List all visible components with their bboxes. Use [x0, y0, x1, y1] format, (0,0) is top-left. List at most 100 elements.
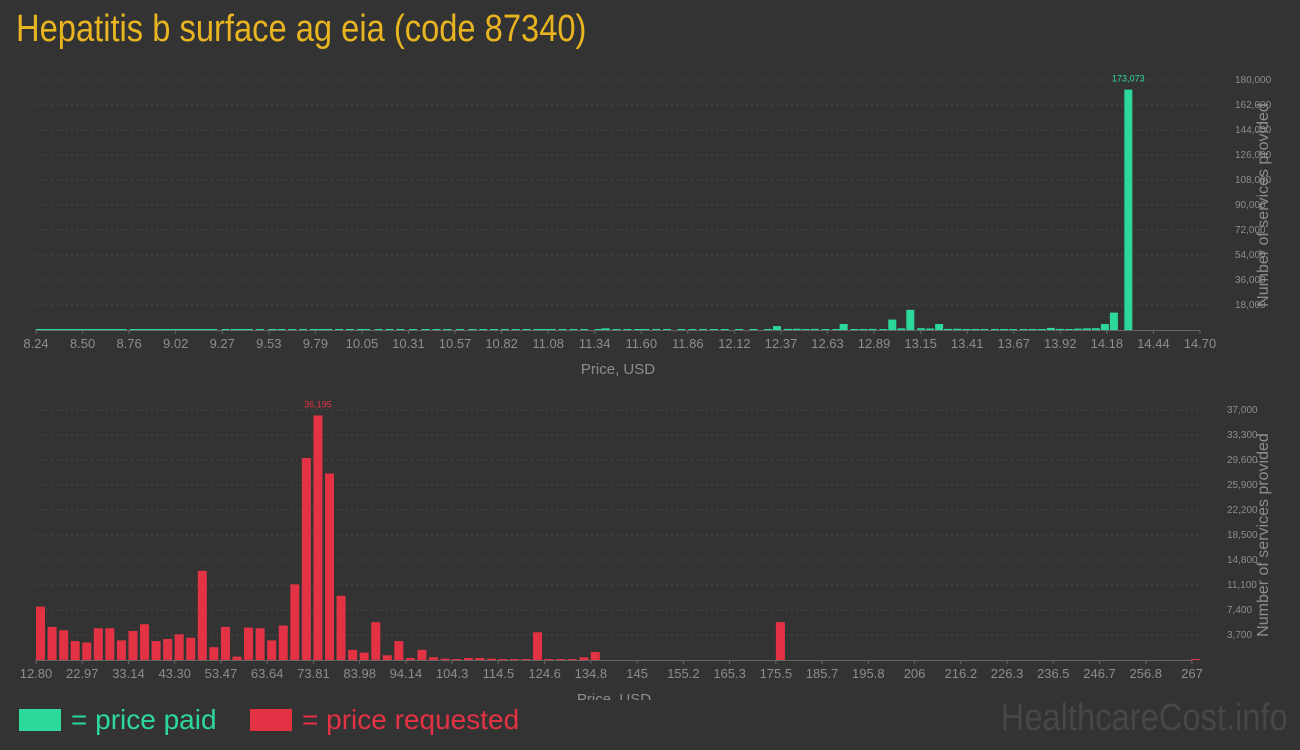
- bar: [408, 329, 417, 330]
- legend-requested-label: = price requested: [302, 704, 520, 735]
- bar: [749, 329, 758, 330]
- x-tick-label: 9.02: [163, 336, 188, 351]
- x-tick-label: 14.18: [1091, 336, 1124, 351]
- bar: [468, 329, 477, 330]
- bar: [187, 329, 196, 330]
- bar: [498, 658, 508, 660]
- bar: [463, 657, 473, 660]
- bar: [220, 626, 230, 660]
- bar: [792, 328, 801, 330]
- bar: [144, 329, 153, 330]
- bar: [345, 329, 354, 330]
- bar: [136, 329, 145, 330]
- y-tick-label: 72,000: [1235, 225, 1266, 236]
- bar: [90, 329, 99, 330]
- bar: [641, 329, 650, 330]
- bar: [490, 329, 499, 330]
- legend-paid-label: = price paid: [71, 704, 217, 735]
- bar: [417, 649, 427, 660]
- bar: [772, 326, 781, 330]
- x-tick-label: 155.2: [667, 666, 700, 681]
- bar: [500, 329, 509, 330]
- bar: [652, 329, 661, 330]
- bar: [174, 634, 184, 660]
- x-tick-label: 11.60: [625, 336, 657, 351]
- bar: [59, 630, 69, 660]
- bar: [245, 329, 254, 330]
- bar: [1091, 328, 1100, 330]
- bar: [888, 319, 897, 330]
- bar: [313, 415, 323, 660]
- bar: [82, 642, 92, 660]
- bar: [299, 329, 308, 330]
- x-tick-label: 226.3: [991, 666, 1024, 681]
- bar: [590, 651, 600, 660]
- bar: [580, 329, 589, 330]
- bar: [821, 329, 830, 330]
- legend-requested-swatch: [250, 709, 292, 731]
- bar: [325, 473, 334, 660]
- bar: [359, 652, 369, 660]
- page-title: Hepatitis b surface ag eia (code 87340): [16, 8, 587, 50]
- x-tick-label: 13.67: [997, 336, 1030, 351]
- bar: [832, 329, 841, 330]
- bar: [255, 628, 265, 660]
- x-tick-label: 175.5: [760, 666, 793, 681]
- legend-price-requested: = price requested: [250, 704, 519, 736]
- bar: [46, 329, 55, 330]
- bar: [232, 656, 242, 660]
- bar: [699, 329, 708, 330]
- y-tick-label: 36,000: [1235, 275, 1266, 286]
- bar: [209, 647, 219, 660]
- bar: [521, 659, 531, 660]
- bar: [971, 329, 980, 330]
- x-tick-label: 114.5: [483, 666, 515, 681]
- bar: [1082, 328, 1091, 330]
- bar: [1009, 329, 1018, 330]
- x-tick-label: 10.05: [346, 336, 379, 351]
- bar: [556, 658, 566, 660]
- bar: [158, 329, 167, 330]
- bar: [151, 641, 161, 660]
- y-tick-label: 144,000: [1235, 125, 1272, 136]
- bar: [511, 329, 520, 330]
- bar: [317, 329, 326, 330]
- bar: [709, 329, 718, 330]
- bar: [783, 328, 792, 330]
- x-axis-label: Price, USD: [581, 361, 655, 378]
- legend-paid-swatch: [19, 709, 61, 731]
- bar: [839, 324, 848, 330]
- bar: [140, 624, 150, 660]
- bar: [926, 328, 935, 330]
- x-tick-label: 246.7: [1083, 666, 1116, 681]
- x-tick-label: 11.86: [672, 336, 704, 351]
- bar: [452, 658, 462, 660]
- bar: [336, 595, 346, 660]
- legend-price-paid: = price paid: [19, 704, 217, 736]
- bar: [36, 606, 45, 660]
- bar: [522, 329, 531, 330]
- x-tick-label: 11.34: [579, 336, 611, 351]
- bar: [255, 329, 264, 330]
- bar: [186, 637, 196, 660]
- bar: [97, 329, 106, 330]
- bar: [944, 328, 953, 330]
- bar: [47, 626, 57, 660]
- bar: [244, 627, 254, 660]
- bar: [579, 657, 589, 660]
- bar: [104, 329, 113, 330]
- x-tick-label: 63.64: [251, 666, 284, 681]
- y-tick-label: 29,600: [1227, 455, 1258, 466]
- x-tick-label: 8.76: [116, 336, 141, 351]
- y-tick-label: 90,000: [1235, 200, 1266, 211]
- x-tick-label: 236.5: [1037, 666, 1070, 681]
- y-axis-label: Number of services provided: [1255, 103, 1272, 307]
- bar: [980, 329, 989, 330]
- y-tick-label: 18,000: [1235, 300, 1266, 311]
- bar: [443, 329, 452, 330]
- bar: [720, 329, 729, 330]
- bar: [385, 329, 394, 330]
- bar: [677, 329, 686, 330]
- bar: [201, 329, 210, 330]
- x-tick-label: 13.92: [1044, 336, 1077, 351]
